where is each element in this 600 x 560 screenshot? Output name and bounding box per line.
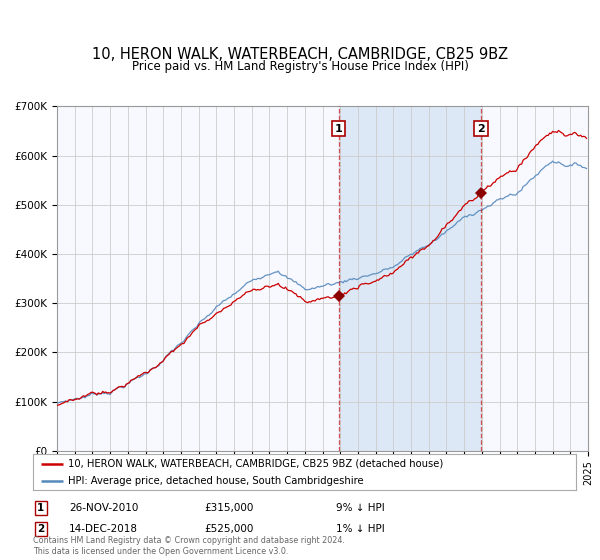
- Text: Contains HM Land Registry data © Crown copyright and database right 2024.
This d: Contains HM Land Registry data © Crown c…: [33, 536, 345, 556]
- Text: HPI: Average price, detached house, South Cambridgeshire: HPI: Average price, detached house, Sout…: [68, 476, 364, 486]
- Text: Price paid vs. HM Land Registry's House Price Index (HPI): Price paid vs. HM Land Registry's House …: [131, 60, 469, 73]
- Text: 2: 2: [37, 524, 44, 534]
- Text: £525,000: £525,000: [204, 524, 253, 534]
- Text: 2: 2: [477, 124, 485, 133]
- Text: 1: 1: [37, 503, 44, 513]
- Text: £315,000: £315,000: [204, 503, 253, 513]
- Text: 26-NOV-2010: 26-NOV-2010: [69, 503, 139, 513]
- Text: 9% ↓ HPI: 9% ↓ HPI: [336, 503, 385, 513]
- Bar: [339, 106, 481, 451]
- Text: 1% ↓ HPI: 1% ↓ HPI: [336, 524, 385, 534]
- Text: 1: 1: [335, 124, 343, 133]
- Text: 10, HERON WALK, WATERBEACH, CAMBRIDGE, CB25 9BZ: 10, HERON WALK, WATERBEACH, CAMBRIDGE, C…: [92, 46, 508, 62]
- Text: 10, HERON WALK, WATERBEACH, CAMBRIDGE, CB25 9BZ (detached house): 10, HERON WALK, WATERBEACH, CAMBRIDGE, C…: [68, 459, 443, 469]
- Text: 14-DEC-2018: 14-DEC-2018: [69, 524, 138, 534]
